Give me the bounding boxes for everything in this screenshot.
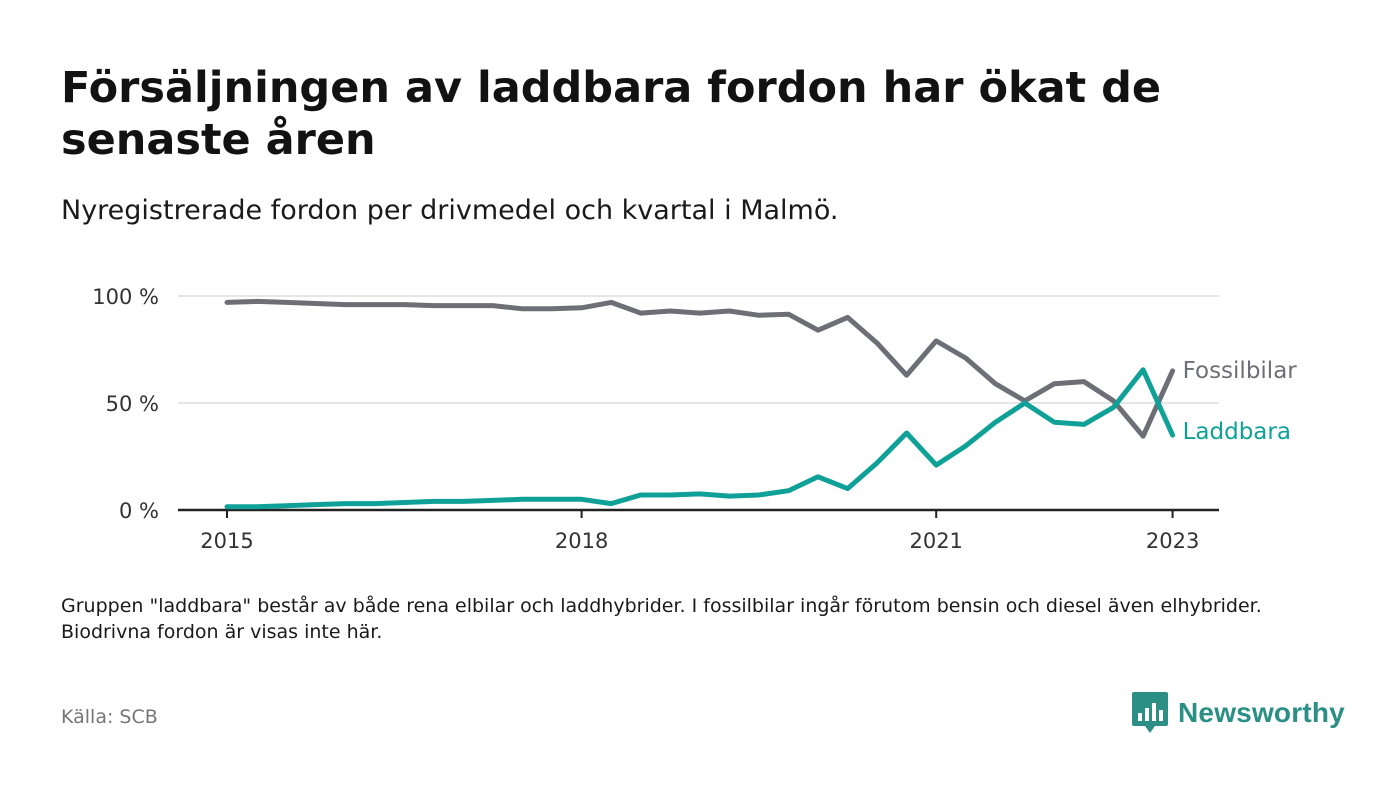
y-tick-label: 100 %	[92, 285, 159, 309]
source-credit: Källa: SCB	[61, 706, 158, 728]
series-labels: Fossilbilar Laddbara	[1183, 358, 1298, 445]
y-tick-label: 50 %	[106, 392, 159, 416]
brand-name: Newsworthy	[1178, 697, 1345, 728]
chart-footnote: Gruppen "laddbara" består av både rena e…	[61, 595, 1262, 643]
series-label-fossilbilar: Fossilbilar	[1183, 358, 1298, 384]
chart-subtitle: Nyregistrerade fordon per drivmedel och …	[61, 195, 839, 226]
series-label-laddbara: Laddbara	[1183, 419, 1291, 445]
gridlines	[178, 295, 1219, 404]
x-axis: 2015 2018 2021 2023	[178, 508, 1219, 553]
x-tick-label: 2023	[1146, 529, 1199, 553]
y-axis-labels: 0 % 50 % 100 %	[92, 285, 159, 523]
x-tick-label: 2021	[909, 529, 962, 553]
series-line-fossilbilar	[224, 298, 1176, 439]
newsworthy-logo: Newsworthy	[1131, 691, 1345, 735]
series-lines	[224, 298, 1176, 510]
series-line-laddbara	[224, 367, 1176, 510]
bar-chart-speech-bubble-icon	[1132, 692, 1168, 733]
line-chart: 0 % 50 % 100 % 2015 2018 2021 2023 Fossilbila…	[92, 285, 1298, 553]
x-tick-label: 2018	[555, 529, 608, 553]
y-tick-label: 0 %	[119, 499, 159, 523]
x-tick-label: 2015	[200, 529, 253, 553]
chart-title: Försäljningen av laddbara fordon har öka…	[61, 63, 1162, 165]
